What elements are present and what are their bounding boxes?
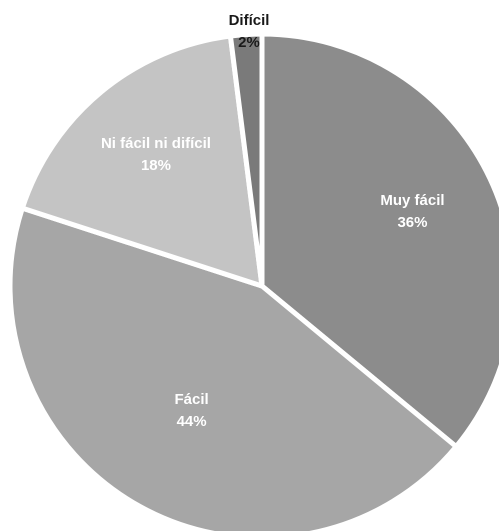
slice-label: Ni fácil ni difícil 18% — [101, 135, 211, 174]
slice-category-label: Difícil — [229, 12, 270, 29]
slice-value-label: 18% — [141, 157, 171, 174]
slice-value-label: 44% — [177, 413, 207, 430]
slice-label: Fácil 44% — [174, 391, 208, 430]
pie-slices — [7, 31, 499, 531]
pie-slice-dificil — [227, 31, 265, 289]
slice-category-label: Ni fácil ni difícil — [101, 135, 211, 152]
pie-slice-muy-facil — [259, 31, 499, 450]
slice-label: Muy fácil 36% — [380, 192, 444, 231]
slice-value-label: 2% — [238, 34, 260, 51]
pie-labels: Muy fácil 36% Fácil 44% Ni fácil ni difícil 1… — [101, 12, 445, 430]
pie-slice-ni-facil-ni-dificil — [19, 33, 265, 289]
slice-label: Difícil 2% — [229, 12, 270, 51]
pie-slice-facil — [7, 205, 459, 531]
slice-category-label: Fácil — [174, 391, 208, 408]
slice-value-label: 36% — [397, 214, 427, 231]
slice-category-label: Muy fácil — [380, 192, 444, 209]
